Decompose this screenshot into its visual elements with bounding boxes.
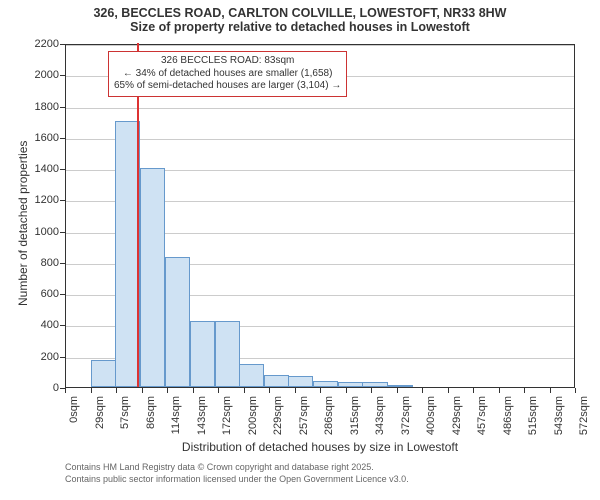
histogram-bar: [264, 375, 289, 388]
footer-line-1: Contains HM Land Registry data © Crown c…: [65, 462, 409, 474]
histogram-bar: [362, 382, 387, 387]
x-tick-label: 543sqm: [553, 396, 565, 446]
x-tick-label: 315sqm: [349, 396, 361, 446]
histogram-bar: [140, 168, 165, 387]
y-tick-label: 1800: [0, 101, 63, 113]
x-tick-label: 114sqm: [170, 396, 182, 446]
x-tick-label: 200sqm: [247, 396, 259, 446]
x-tick-label: 86sqm: [145, 396, 157, 446]
histogram-bar: [338, 382, 363, 387]
x-tick-label: 143sqm: [196, 396, 208, 446]
y-tick-label: 200: [0, 351, 63, 363]
histogram-bar: [313, 381, 338, 387]
footer-line-2: Contains public sector information licen…: [65, 474, 409, 486]
y-tick-label: 2200: [0, 38, 63, 50]
y-tick-label: 600: [0, 288, 63, 300]
x-tick-label: 286sqm: [323, 396, 335, 446]
x-tick-label: 429sqm: [451, 396, 463, 446]
x-tick-label: 572sqm: [578, 396, 590, 446]
y-tick-label: 1600: [0, 132, 63, 144]
annotation-line-3: 65% of semi-detached houses are larger (…: [114, 80, 341, 93]
footer-attribution: Contains HM Land Registry data © Crown c…: [65, 462, 409, 485]
histogram-bar: [239, 364, 264, 387]
x-tick-label: 29sqm: [94, 396, 106, 446]
y-tick-label: 1200: [0, 194, 63, 206]
x-tick-label: 486sqm: [502, 396, 514, 446]
x-tick-label: 343sqm: [374, 396, 386, 446]
x-tick-label: 57sqm: [119, 396, 131, 446]
title-line-2: Size of property relative to detached ho…: [0, 20, 600, 34]
x-tick-label: 515sqm: [527, 396, 539, 446]
x-tick-label: 400sqm: [425, 396, 437, 446]
histogram-bar: [190, 321, 215, 387]
histogram-bar: [215, 321, 240, 387]
y-tick-label: 1000: [0, 226, 63, 238]
x-tick-label: 229sqm: [272, 396, 284, 446]
title-line-1: 326, BECCLES ROAD, CARLTON COLVILLE, LOW…: [0, 0, 600, 20]
histogram-bar: [91, 360, 116, 387]
x-tick-label: 172sqm: [221, 396, 233, 446]
y-tick-label: 2000: [0, 69, 63, 81]
y-tick-label: 800: [0, 257, 63, 269]
y-tick-label: 400: [0, 319, 63, 331]
annotation-line-2: ← 34% of detached houses are smaller (1,…: [114, 68, 341, 81]
annotation-line-1: 326 BECCLES ROAD: 83sqm: [114, 55, 341, 68]
y-tick-label: 0: [0, 382, 63, 394]
annotation-box: 326 BECCLES ROAD: 83sqm ← 34% of detache…: [108, 51, 347, 97]
x-tick-label: 257sqm: [298, 396, 310, 446]
y-tick-label: 1400: [0, 163, 63, 175]
x-tick-label: 0sqm: [68, 396, 80, 446]
x-axis-title: Distribution of detached houses by size …: [65, 440, 575, 454]
histogram-bar: [165, 257, 190, 387]
chart-plot-area: 326 BECCLES ROAD: 83sqm ← 34% of detache…: [65, 44, 575, 388]
x-tick-label: 457sqm: [476, 396, 488, 446]
x-tick-label: 372sqm: [400, 396, 412, 446]
histogram-bar: [288, 376, 313, 387]
histogram-bar: [388, 385, 413, 387]
y-axis-title: Number of detached properties: [16, 141, 30, 306]
